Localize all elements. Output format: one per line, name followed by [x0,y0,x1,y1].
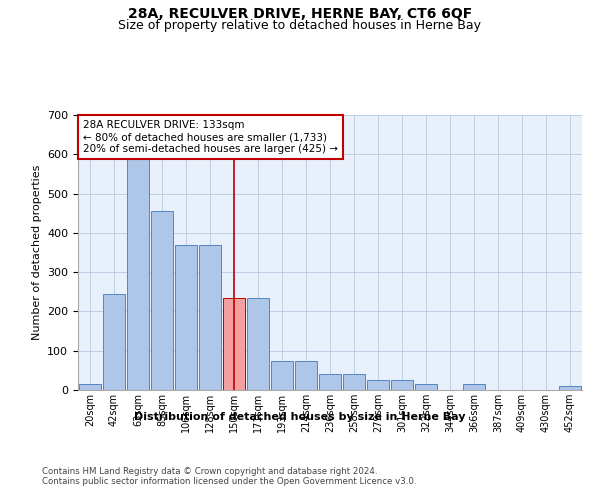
Bar [199,244,221,390]
Bar [247,298,269,390]
Text: Size of property relative to detached houses in Herne Bay: Size of property relative to detached ho… [119,19,482,32]
Bar [175,244,197,390]
Bar [79,384,101,390]
Bar [463,384,485,390]
Bar [151,211,173,390]
Text: Contains public sector information licensed under the Open Government Licence v3: Contains public sector information licen… [42,478,416,486]
Bar [559,386,581,390]
Bar [343,374,365,390]
Bar [223,298,245,390]
Text: Contains HM Land Registry data © Crown copyright and database right 2024.: Contains HM Land Registry data © Crown c… [42,468,377,476]
Bar [391,380,413,390]
Bar [127,158,149,390]
Bar [319,374,341,390]
Bar [367,380,389,390]
Text: 28A RECULVER DRIVE: 133sqm
← 80% of detached houses are smaller (1,733)
20% of s: 28A RECULVER DRIVE: 133sqm ← 80% of deta… [83,120,338,154]
Bar [103,294,125,390]
Bar [415,384,437,390]
Text: 28A, RECULVER DRIVE, HERNE BAY, CT6 6QF: 28A, RECULVER DRIVE, HERNE BAY, CT6 6QF [128,8,472,22]
Bar [295,360,317,390]
Text: Distribution of detached houses by size in Herne Bay: Distribution of detached houses by size … [134,412,466,422]
Bar [271,360,293,390]
Y-axis label: Number of detached properties: Number of detached properties [32,165,41,340]
